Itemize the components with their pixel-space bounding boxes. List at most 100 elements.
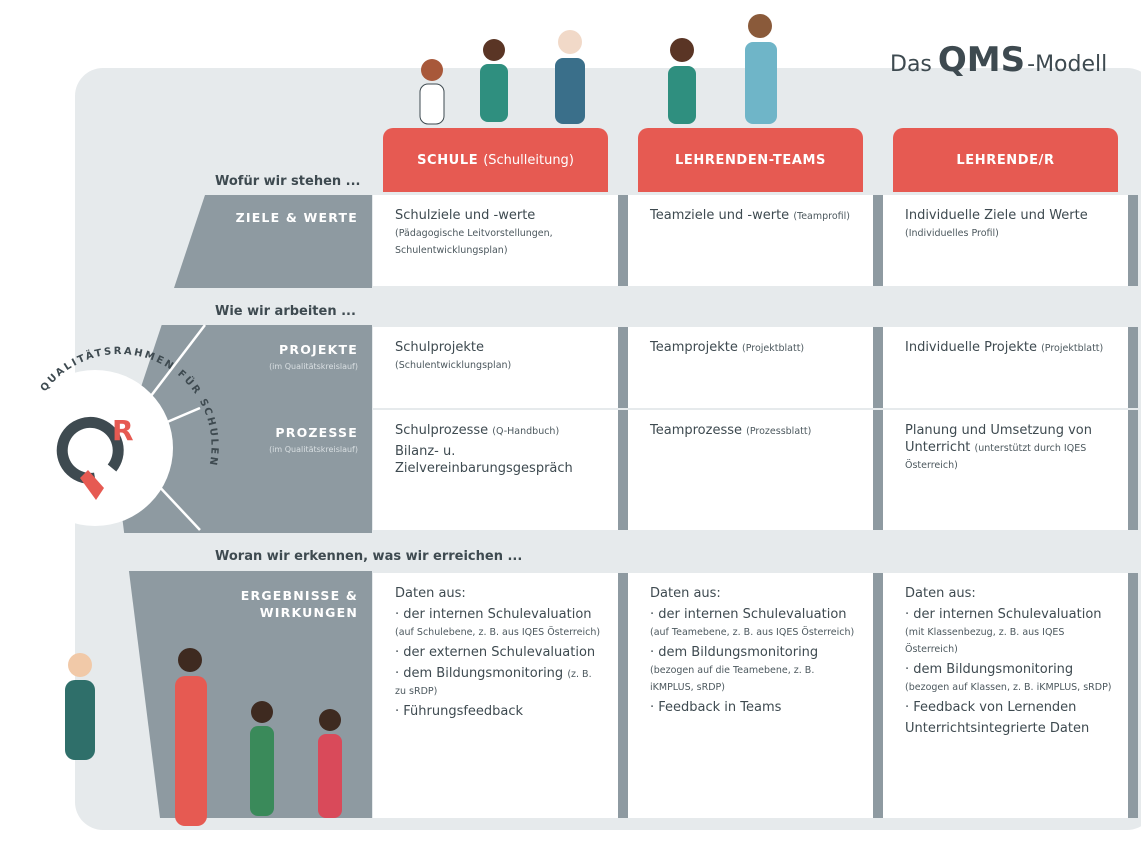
column-subtitle: (Schulleitung) [483, 152, 574, 168]
cell-item: Teamprozesse (Prozessblatt) [650, 422, 859, 439]
item-text: · der internen Schulevaluation [650, 607, 847, 622]
logo-prefix: Das [890, 52, 932, 77]
illustration-people [65, 14, 777, 826]
emblem-q-tail [80, 470, 104, 500]
cell-item: Schulprojekte (Schulentwicklungsplan) [395, 339, 604, 373]
cell-item: · der internen Schulevaluation (auf Team… [650, 606, 859, 640]
item-text: Daten aus: [395, 586, 466, 601]
cell-item: · Führungsfeedback [395, 703, 604, 720]
row-label: PROZESSE (im Qualitätskreislauf) [200, 424, 358, 458]
item-text: · Feedback von Lernenden [905, 700, 1077, 715]
column-title: LEHRENDE/R [956, 152, 1055, 168]
column-bar [618, 410, 628, 530]
item-note: (Q-Handbuch) [492, 426, 560, 437]
column-bar [873, 410, 883, 530]
emblem-letter: R [112, 414, 134, 447]
row-label-text: ERGEBNISSE & WIRKUNGEN [240, 588, 358, 620]
item-note: (Prozessblatt) [746, 426, 812, 437]
logo-suffix: -Modell [1027, 52, 1108, 77]
item-text: Daten aus: [650, 586, 721, 601]
item-note: (unterstützt durch IQES Österreich) [905, 443, 1087, 471]
column-bar [618, 327, 628, 408]
item-note: (auf Teamebene, z. B. aus IQES Österreic… [650, 627, 855, 638]
item-note: (Teamprofil) [793, 211, 850, 222]
item-text: Planung und Umsetzung von Unterricht [905, 423, 1093, 455]
cell-item: · dem Bildungsmonitoring (bezogen auf Kl… [905, 661, 1114, 695]
item-text: · Führungsfeedback [395, 704, 524, 719]
logo-name: QMS [937, 40, 1026, 80]
cell: Daten aus: · der internen Schulevaluation… [883, 573, 1128, 818]
column-title: SCHULE [417, 152, 479, 168]
row-sublabel: (im Qualitätskreislauf) [269, 445, 358, 454]
column-bar [1128, 327, 1138, 408]
item-text: · dem Bildungsmonitoring [905, 662, 1074, 677]
cell: Planung und Umsetzung von Unterricht (un… [883, 410, 1128, 530]
item-note: (auf Schulebene, z. B. aus IQES Österrei… [395, 627, 601, 638]
cell: Individuelle Projekte (Projektblatt) [883, 327, 1128, 408]
column-header: LEHRENDEN-TEAMS [638, 128, 863, 192]
cell-item: Individuelle Projekte (Projektblatt) [905, 339, 1114, 356]
cell-item: · dem Bildungsmonitoring (z. B. zu sRDP) [395, 665, 604, 699]
cell: Teamprojekte (Projektblatt) [628, 327, 873, 408]
row-label-text: ZIELE & WERTE [235, 210, 358, 225]
cell-item: Daten aus: [650, 585, 859, 602]
cell-item: Schulprozesse (Q-Handbuch) [395, 422, 604, 439]
cell-item: · Feedback in Teams [650, 699, 859, 716]
item-text: · dem Bildungsmonitoring [650, 645, 819, 660]
cell-item: · Feedback von Lernenden [905, 699, 1114, 716]
emblem-disc [17, 370, 173, 526]
column-bar [1128, 195, 1138, 286]
cell: Individuelle Ziele und Werte (Individuel… [883, 195, 1128, 286]
cell: Teamprozesse (Prozessblatt) [628, 410, 873, 530]
row-sublabel: (im Qualitätskreislauf) [269, 362, 358, 371]
item-text: Schulprozesse [395, 423, 489, 438]
cell-item: Daten aus: [395, 585, 604, 602]
column-header: SCHULE (Schulleitung) [383, 128, 608, 192]
item-note: (bezogen auf Klassen, z. B. iKMPLUS, sRD… [905, 682, 1112, 693]
item-note: (Individuelles Profil) [905, 228, 999, 239]
cell-item: Schulziele und -werte (Pädagogische Leit… [395, 207, 604, 258]
row-label: ERGEBNISSE & WIRKUNGEN [200, 587, 358, 621]
column-bar [1128, 573, 1138, 818]
item-text: Bilanz- u. Zielvereinbarungsgespräch [395, 444, 573, 476]
item-text: Teamprozesse [650, 423, 742, 438]
item-text: · Feedback in Teams [650, 700, 782, 715]
item-text: · dem Bildungsmonitoring [395, 666, 564, 681]
cell: Teamziele und -werte (Teamprofil) [628, 195, 873, 286]
item-text: Individuelle Projekte [905, 340, 1037, 355]
item-text: · der internen Schulevaluation [905, 607, 1102, 622]
item-text: Schulziele und -werte [395, 208, 536, 223]
column-header: LEHRENDE/R [893, 128, 1118, 192]
item-note: (mit Klassenbezug, z. B. aus IQES Österr… [905, 627, 1065, 655]
cell: Daten aus: · der internen Schulevaluation… [373, 573, 618, 818]
cell: Schulprozesse (Q-Handbuch) Bilanz- u. Zie… [373, 410, 618, 530]
cell-item: Unterrichtsintegrierte Daten [905, 720, 1114, 737]
cell-item: Teamziele und -werte (Teamprofil) [650, 207, 859, 224]
cell-item: · der internen Schulevaluation (auf Schu… [395, 606, 604, 640]
heading-band [120, 288, 373, 325]
heading-band [120, 533, 373, 571]
column-bar [618, 195, 628, 286]
cell-item: · der externen Schulevaluation [395, 644, 604, 661]
section-heading: Wofür wir stehen ... [215, 174, 361, 189]
item-note: (z. B. zu sRDP) [395, 669, 592, 697]
column-bar [618, 573, 628, 818]
row-label-text: PROJEKTE [279, 342, 358, 357]
item-text: Teamprojekte [650, 340, 738, 355]
item-text: Unterrichtsintegrierte Daten [905, 721, 1090, 736]
emblem-q [56, 416, 124, 484]
cell-item: Individuelle Ziele und Werte (Individuel… [905, 207, 1114, 241]
item-text: · der externen Schulevaluation [395, 645, 596, 660]
row-label: ZIELE & WERTE [200, 209, 358, 226]
section-heading: Woran wir erkennen, was wir erreichen ..… [215, 549, 523, 564]
cell: Schulziele und -werte (Pädagogische Leit… [373, 195, 618, 286]
column-bar [1128, 410, 1138, 530]
item-note: (Projektblatt) [1041, 343, 1104, 354]
column-bar [873, 573, 883, 818]
item-text: · der internen Schulevaluation [395, 607, 592, 622]
logo: Das QMS-Modell [890, 40, 1107, 80]
item-note: (Schulentwicklungsplan) [395, 360, 512, 371]
item-text: Individuelle Ziele und Werte [905, 208, 1088, 223]
cell: Schulprojekte (Schulentwicklungsplan) [373, 327, 618, 408]
